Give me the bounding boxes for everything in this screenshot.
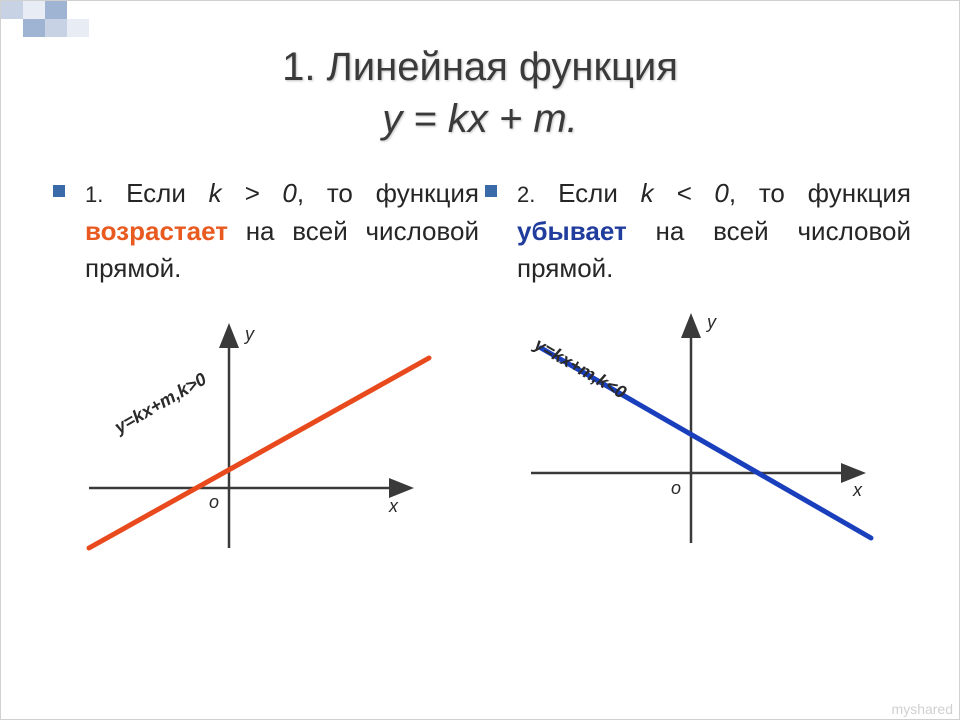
decor-square (45, 1, 67, 19)
watermark: myshared (892, 701, 953, 717)
x-axis-label: х (853, 480, 862, 501)
left-mid: , то функция (297, 178, 479, 208)
bullet-icon (485, 185, 497, 197)
right-var: k (641, 178, 654, 208)
left-column: 1. Если k > 0, то функция возрастает на … (49, 175, 479, 558)
decor-square (23, 19, 45, 37)
origin-label: о (671, 478, 681, 499)
corner-decoration (1, 1, 141, 37)
slide: 1. Линейная функция у = kх + m. 1. Если … (0, 0, 960, 720)
decor-square (23, 1, 45, 19)
left-statement: 1. Если k > 0, то функция возрастает на … (49, 175, 479, 288)
x-axis-label: х (389, 496, 398, 517)
right-graph: хуоy=kx+m,k<0 (481, 298, 911, 558)
left-keyword: возрастает (85, 216, 228, 246)
right-keyword: убывает (517, 216, 627, 246)
y-axis-label: у (245, 324, 254, 345)
right-op: < 0 (676, 178, 728, 208)
y-axis-label: у (707, 312, 716, 333)
decor-square (1, 1, 23, 19)
decor-square (45, 19, 67, 37)
left-graph: хуоy=kx+m,k>0 (49, 298, 479, 558)
bullet-icon (53, 185, 65, 197)
origin-label: о (209, 492, 219, 513)
title-line2: у = kх + m. (382, 97, 578, 141)
left-var: k (209, 178, 222, 208)
decor-square (67, 19, 89, 37)
title-line1: 1. Линейная функция (282, 45, 678, 89)
left-num: 1. (85, 182, 103, 207)
right-prefix: Если (558, 178, 641, 208)
function-line (89, 358, 429, 548)
right-statement: 2. Если k < 0, то функция убывает на все… (481, 175, 911, 288)
columns: 1. Если k > 0, то функция возрастает на … (1, 145, 959, 558)
slide-title: 1. Линейная функция у = kх + m. (1, 1, 959, 145)
left-prefix: Если (126, 178, 209, 208)
right-column: 2. Если k < 0, то функция убывает на все… (481, 175, 911, 558)
graph-svg (49, 298, 479, 558)
right-mid: , то функция (729, 178, 911, 208)
right-num: 2. (517, 182, 535, 207)
left-op: > 0 (244, 178, 296, 208)
